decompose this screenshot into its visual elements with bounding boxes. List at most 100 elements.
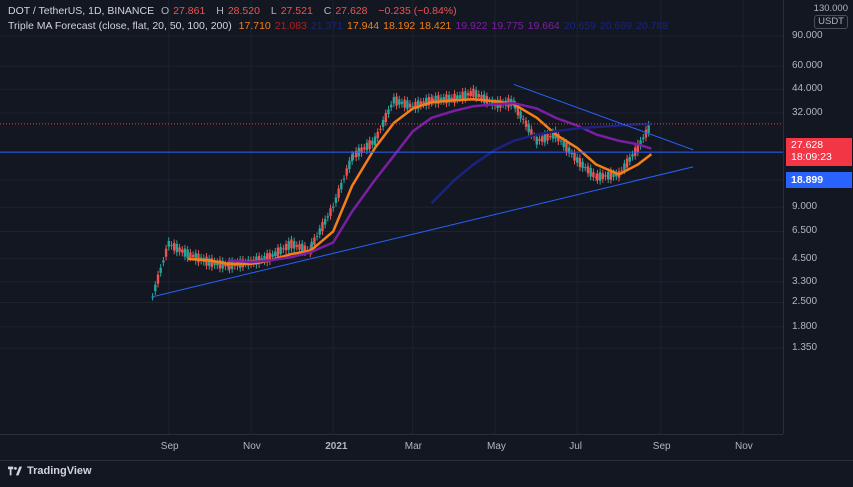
candle-body (422, 101, 425, 105)
candle-body (186, 249, 189, 259)
candle-body (284, 244, 288, 251)
candle-body (450, 97, 454, 100)
price-tick-label: 90.000 (792, 30, 823, 42)
tradingview-logo[interactable]: TradingView (8, 465, 92, 477)
candle-body (570, 152, 574, 155)
candle-body (403, 99, 406, 108)
time-tick-label: Mar (404, 441, 422, 452)
candle-body (228, 261, 231, 270)
price-tick-label: 6.500 (792, 225, 818, 237)
candle-body (434, 95, 437, 104)
candle-body (458, 95, 462, 99)
time-tick-label: 2021 (325, 441, 348, 452)
candle-body (213, 261, 216, 266)
candle-body (596, 173, 599, 181)
candle-body (274, 251, 277, 257)
chart-area[interactable]: DOT / TetherUS, 1D, BINANCE O 27.861 H 28.… (0, 0, 783, 434)
candle-body (301, 243, 304, 253)
candle-body (419, 101, 423, 106)
symbol-row: DOT / TetherUS, 1D, BINANCE O 27.861 H 28.… (8, 4, 676, 19)
candle-body (170, 244, 173, 246)
candle-body (514, 104, 517, 109)
price-tick-label: 4.500 (792, 252, 818, 264)
candle-body (313, 237, 316, 245)
candle-body (318, 228, 321, 235)
candle-body (310, 241, 313, 251)
candle-body (303, 245, 307, 253)
candle-body (159, 267, 162, 273)
candle-body (178, 247, 181, 252)
candle-body (373, 136, 377, 146)
price-tick-label: 1.800 (792, 320, 818, 332)
price-tick-label: 60.000 (792, 60, 823, 72)
candle-body (607, 171, 610, 180)
candle-body (527, 123, 530, 133)
candle-body (216, 262, 219, 266)
indicator-value: 20.669 (599, 20, 633, 32)
candle-body (334, 197, 338, 203)
candle-body (437, 95, 440, 104)
time-tick-label: Nov (735, 441, 753, 452)
time-tick-label: Nov (243, 441, 261, 452)
candle-body (271, 254, 274, 257)
indicator-value: 18.421 (419, 20, 452, 32)
candle-body (620, 170, 623, 172)
candle-body (376, 131, 379, 139)
candle-body (559, 140, 563, 142)
price-tick-label: 44.000 (792, 83, 823, 95)
candle-body (549, 136, 552, 138)
candle-body (453, 93, 456, 103)
indicator-value: 18.192 (383, 20, 416, 32)
candle-body (625, 158, 629, 168)
ma-line (430, 122, 652, 205)
candle-body (406, 100, 409, 109)
candle-body (340, 182, 343, 190)
candle-body (162, 260, 165, 263)
candle-body (260, 258, 263, 261)
candle-body (151, 296, 154, 298)
candle-body (408, 103, 412, 108)
candle-body (189, 252, 192, 258)
indicator-title[interactable]: Triple MA Forecast (close, flat, 20, 50,… (8, 20, 232, 32)
candle-body (365, 142, 369, 151)
price-axis[interactable]: 130.000 USDT 90.00060.00044.00032.00013.… (783, 0, 853, 434)
candle-body (477, 94, 481, 98)
candle-body (342, 178, 346, 180)
candle-body (210, 258, 214, 268)
candle-body (226, 264, 230, 267)
indicator-row: Triple MA Forecast (close, flat, 20, 50,… (8, 19, 676, 34)
candle-body (573, 152, 576, 161)
symbol-title[interactable]: DOT / TetherUS, 1D, BINANCE (8, 5, 155, 17)
candle-body (218, 259, 222, 269)
candle-body (589, 167, 592, 177)
price-axis-header: 130.000 USDT (814, 4, 848, 29)
candle-body (384, 113, 388, 123)
candle-body (381, 119, 385, 127)
time-axis[interactable]: Sep Nov 2021 Mar May Jul Sep Nov (0, 434, 783, 461)
price-chart[interactable] (0, 0, 783, 434)
candle-body (197, 253, 200, 263)
candle-body (594, 176, 598, 178)
ma-line (187, 97, 653, 266)
candle-body (416, 100, 420, 109)
candle-body (360, 147, 363, 154)
candle-body (532, 136, 536, 138)
price-tick-label: 2.500 (792, 296, 818, 308)
time-tick-label: Sep (652, 441, 671, 452)
candle-body (363, 147, 366, 150)
candle-body (279, 246, 282, 254)
candle-body (387, 109, 390, 115)
chart-legend: DOT / TetherUS, 1D, BINANCE O 27.861 H 28.… (8, 4, 676, 34)
candle-body (395, 96, 398, 106)
candle-body (354, 150, 358, 158)
candle-body (439, 97, 443, 102)
candle-body (586, 166, 590, 174)
candle-body (639, 140, 642, 146)
candle-body (609, 170, 613, 180)
candle-body (612, 173, 615, 177)
candle-body (208, 258, 211, 266)
candle-body (576, 157, 579, 163)
candle-body (466, 93, 470, 96)
currency-unit-label[interactable]: USDT (814, 15, 848, 29)
candle-body (398, 99, 401, 105)
